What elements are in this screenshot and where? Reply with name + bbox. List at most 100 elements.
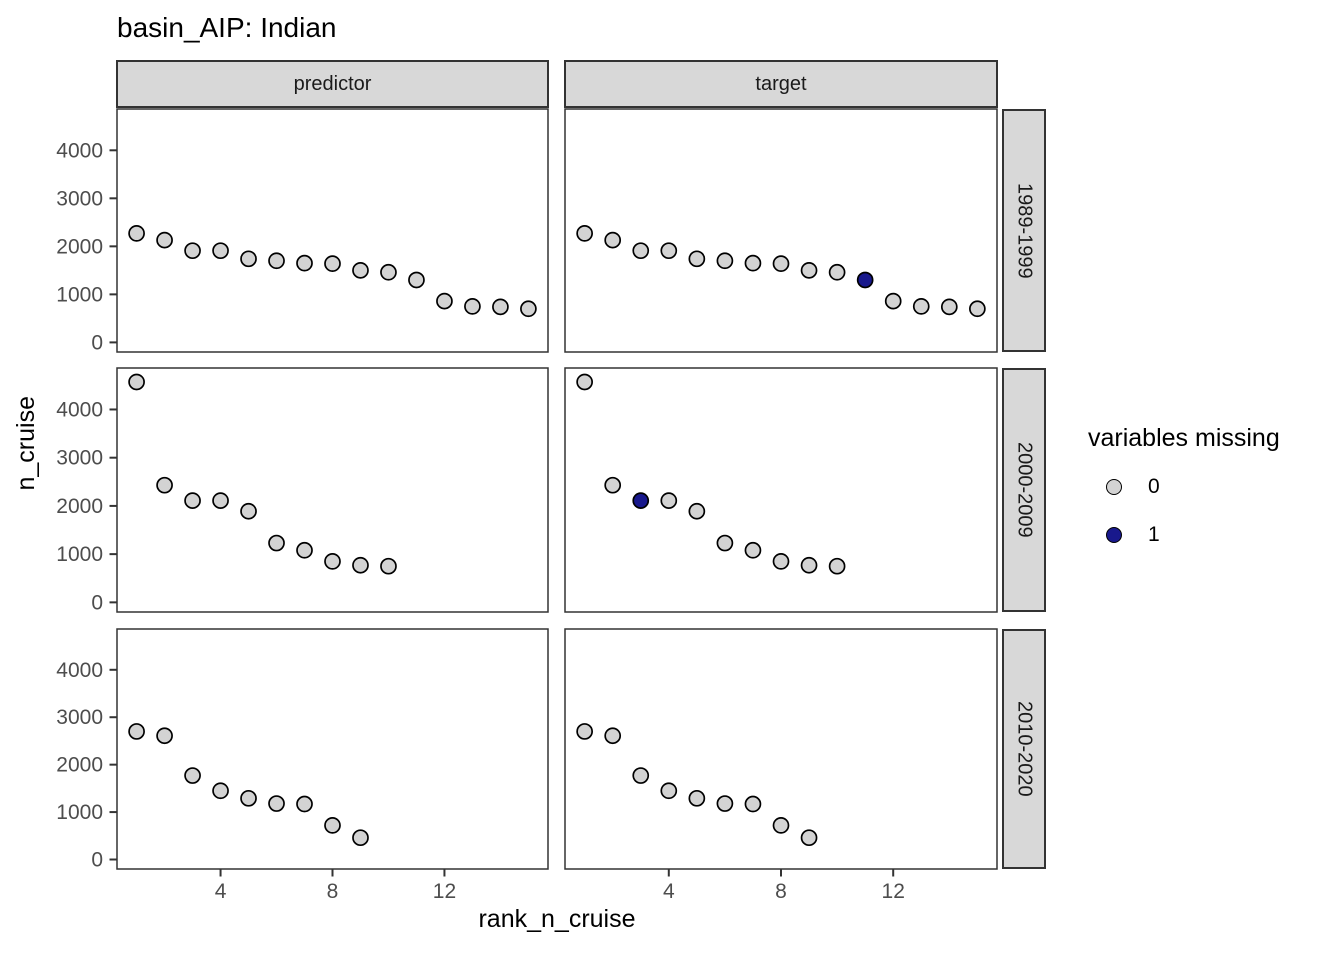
data-point-predictor-1989-1999-rank10 [380, 263, 397, 281]
data-point-predictor-2000-2009-rank6 [268, 534, 285, 552]
y-tick-label: 0 [91, 331, 103, 354]
facet-strip-2000-2009-label: 2000-2009 [1013, 442, 1036, 538]
facet-strip-2010-2020: 2010-2020 [1002, 629, 1046, 869]
data-point-target-1989-1999-rank13 [912, 298, 930, 315]
x-tick-label: 12 [433, 880, 456, 903]
x-tick-label: 8 [327, 880, 339, 903]
data-point-predictor-1989-1999-rank15 [520, 300, 537, 318]
data-point-target-1989-1999-rank9 [800, 262, 818, 279]
data-point-predictor-2010-2020-rank6 [268, 795, 285, 812]
data-point-predictor-2010-2020-rank5 [240, 789, 257, 807]
data-point-target-2000-2009-rank1 [576, 373, 593, 391]
data-point-target-1989-1999-rank7 [744, 254, 762, 272]
data-point-predictor-2010-2020-rank7 [296, 795, 313, 813]
y-tick-label: 1000 [56, 543, 103, 566]
x-tick-label: 12 [882, 880, 905, 903]
data-point-target-2000-2009-rank5 [688, 502, 706, 520]
facet-strip-predictor-label: predictor [293, 72, 372, 95]
facet-strip-1989-1999: 1989-1999 [1002, 109, 1046, 352]
data-point-target-2000-2009-rank6 [716, 534, 734, 552]
x-axis-title: rank_n_cruise [478, 905, 636, 933]
y-tick-label: 1000 [56, 283, 103, 306]
legend-label-1: 1 [1148, 523, 1160, 546]
data-point-target-2000-2009-rank2 [604, 476, 622, 494]
facet-panel-predictor-2000-2009 [116, 367, 549, 613]
y-tick-label: 0 [91, 849, 103, 872]
y-tick-label: 2000 [56, 495, 103, 518]
data-point-target-1989-1999-rank10 [828, 263, 846, 281]
data-point-target-2000-2009-rank8 [772, 553, 790, 570]
data-point-predictor-1989-1999-rank2 [156, 231, 173, 249]
data-point-target-1989-1999-rank12 [884, 292, 902, 310]
y-tick-label: 2000 [56, 235, 103, 258]
facet-panel-predictor-1989-1999 [116, 108, 549, 353]
data-point-target-2010-2020-rank2 [604, 727, 622, 745]
data-point-target-1989-1999-rank2 [604, 231, 622, 249]
data-point-predictor-1989-1999-rank4 [212, 242, 229, 260]
data-point-target-2000-2009-rank3 [632, 492, 650, 509]
data-point-target-2000-2009-rank4 [660, 492, 678, 509]
y-tick-label: 2000 [56, 754, 103, 777]
data-point-target-1989-1999-rank6 [716, 252, 734, 270]
x-tick-label: 8 [775, 880, 787, 903]
data-point-predictor-2000-2009-rank5 [240, 502, 257, 520]
x-tick-label: 4 [663, 880, 675, 903]
data-point-predictor-1989-1999-rank5 [240, 250, 257, 268]
facet-strip-2000-2009: 2000-2009 [1002, 368, 1046, 612]
y-axis-title: n_cruise [12, 396, 40, 491]
data-point-target-2010-2020-rank6 [716, 795, 734, 812]
data-point-predictor-2010-2020-rank2 [156, 727, 173, 745]
data-point-target-2000-2009-rank7 [744, 541, 762, 559]
data-point-target-2010-2020-rank9 [800, 829, 818, 847]
data-point-predictor-1989-1999-rank1 [128, 225, 145, 242]
data-point-predictor-2000-2009-rank3 [184, 492, 201, 509]
legend-item-1: 1 [1106, 523, 1338, 546]
data-point-predictor-1989-1999-rank9 [352, 262, 369, 279]
data-point-target-1989-1999-rank3 [632, 242, 650, 260]
data-point-target-1989-1999-rank8 [772, 255, 790, 272]
data-point-predictor-2000-2009-rank1 [128, 373, 145, 391]
facet-strip-2010-2020-label: 2010-2020 [1013, 701, 1036, 797]
legend-swatch-missing-icon [1106, 527, 1122, 543]
data-point-predictor-1989-1999-rank14 [492, 298, 509, 316]
data-point-predictor-2000-2009-rank7 [296, 541, 313, 559]
data-point-target-1989-1999-rank4 [660, 242, 678, 260]
facet-strip-predictor: predictor [116, 60, 549, 108]
data-point-predictor-2010-2020-rank3 [184, 767, 201, 784]
data-point-predictor-1989-1999-rank8 [324, 255, 341, 272]
data-point-target-2000-2009-rank9 [800, 556, 818, 574]
data-point-predictor-1989-1999-rank11 [408, 271, 425, 289]
data-point-target-2010-2020-rank3 [632, 767, 650, 784]
data-point-predictor-2000-2009-rank4 [212, 492, 229, 509]
legend: variables missing 0 1 [1088, 424, 1338, 573]
data-point-target-1989-1999-rank15 [969, 300, 986, 318]
data-point-predictor-2000-2009-rank8 [324, 553, 341, 570]
data-point-predictor-1989-1999-rank7 [296, 254, 313, 272]
y-tick-label: 3000 [56, 447, 103, 470]
y-tick-label: 3000 [56, 187, 103, 210]
data-point-predictor-1989-1999-rank6 [268, 252, 285, 270]
legend-label-0: 0 [1148, 475, 1160, 498]
data-point-predictor-1989-1999-rank3 [184, 242, 201, 260]
data-point-target-2010-2020-rank4 [660, 782, 678, 800]
data-point-predictor-1989-1999-rank13 [464, 298, 481, 315]
data-point-predictor-1989-1999-rank12 [436, 292, 453, 310]
data-point-predictor-2000-2009-rank9 [352, 556, 369, 574]
facet-panel-target-2000-2009 [564, 367, 998, 613]
data-point-target-1989-1999-rank11 [856, 271, 874, 289]
data-point-target-2000-2009-rank10 [828, 557, 846, 575]
y-tick-label: 0 [91, 591, 103, 614]
legend-item-0: 0 [1106, 475, 1338, 498]
data-point-predictor-2000-2009-rank2 [156, 476, 173, 494]
plot-title: basin_AIP: Indian [117, 12, 337, 43]
x-tick-label: 4 [215, 880, 227, 903]
data-point-predictor-2010-2020-rank4 [212, 782, 229, 800]
data-point-target-2010-2020-rank7 [744, 795, 762, 813]
y-tick-label: 3000 [56, 706, 103, 729]
y-tick-label: 4000 [56, 139, 103, 162]
facet-strip-target: target [564, 60, 998, 108]
facet-panel-target-1989-1999 [564, 108, 998, 353]
data-point-target-1989-1999-rank1 [576, 225, 593, 242]
